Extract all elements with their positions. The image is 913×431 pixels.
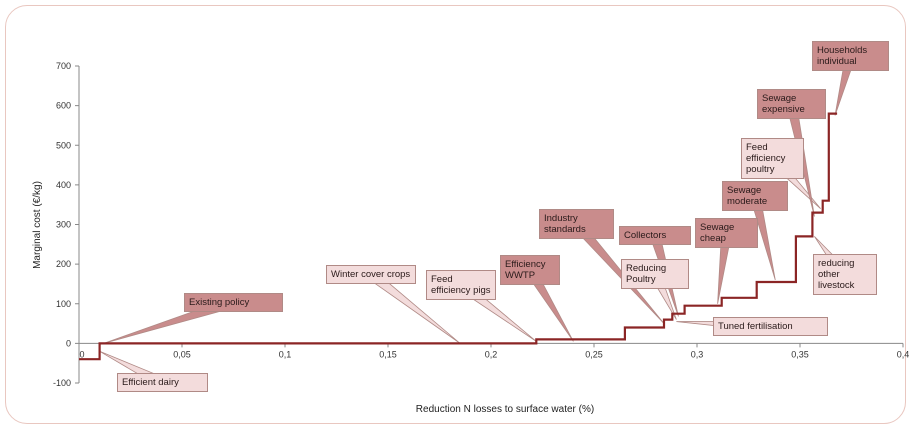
x-tick-label: 0,4 xyxy=(897,349,910,359)
y-axis-title: Marginal cost (€/kg) xyxy=(32,181,43,269)
callout-existing-policy: Existing policy xyxy=(184,293,283,312)
callout-sewage-expensive: Sewage expensive xyxy=(757,89,826,119)
callout-feed-efficiency-poultry: Feed efficiency poultry xyxy=(741,138,804,179)
x-tick-label: 0 xyxy=(79,349,84,359)
y-tick-label: 700 xyxy=(56,61,71,71)
callout-efficiency-wwtp: Efficiency WWTP xyxy=(500,255,560,285)
y-tick-label: 400 xyxy=(56,180,71,190)
y-tick-label: 200 xyxy=(56,259,71,269)
callout-sewage-moderate: Sewage moderate xyxy=(722,181,788,211)
callout-reducing-poultry: Reducing Poultry xyxy=(621,259,689,289)
y-tick-labels: -100 0 100 200 300 400 500 600 700 xyxy=(53,61,79,388)
callout-tuned-fertilisation: Tuned fertilisation xyxy=(713,317,828,336)
callout-sewage-cheap: Sewage cheap xyxy=(695,218,758,248)
marginal-cost-curve xyxy=(79,112,838,361)
callout-collectors: Collectors xyxy=(619,226,691,245)
callout-efficient-dairy: Efficient dairy xyxy=(117,373,208,392)
x-tick-label: 0,25 xyxy=(585,349,603,359)
x-tick-label: 0,1 xyxy=(279,349,292,359)
x-tick-label: 0,35 xyxy=(791,349,809,359)
x-tick-label: 0,05 xyxy=(173,349,191,359)
callout-winter-cover-crops: Winter cover crops xyxy=(326,265,416,284)
callout-feed-efficiency-pigs: Feed efficiency pigs xyxy=(426,270,496,300)
callout-reducing-other-livestock: reducing other livestock xyxy=(813,254,877,295)
callout-households-individual: Households individual xyxy=(812,41,889,71)
y-tick-label: 600 xyxy=(56,101,71,111)
x-tick-label: 0,3 xyxy=(691,349,704,359)
y-tick-label: 0 xyxy=(66,338,71,348)
callout-industry-standards: Industry standards xyxy=(539,209,614,239)
y-tick-label: -100 xyxy=(53,378,71,388)
x-tick-label: 0,2 xyxy=(485,349,498,359)
x-axis-title: Reduction N losses to surface water (%) xyxy=(416,404,594,415)
x-tick-labels: 0 0,05 0,1 0,15 0,2 0,25 0,3 0,35 0,4 xyxy=(78,343,910,359)
y-tick-label: 100 xyxy=(56,299,71,309)
y-tick-label: 300 xyxy=(56,220,71,230)
y-tick-label: 500 xyxy=(56,140,71,150)
x-tick-label: 0,15 xyxy=(379,349,397,359)
